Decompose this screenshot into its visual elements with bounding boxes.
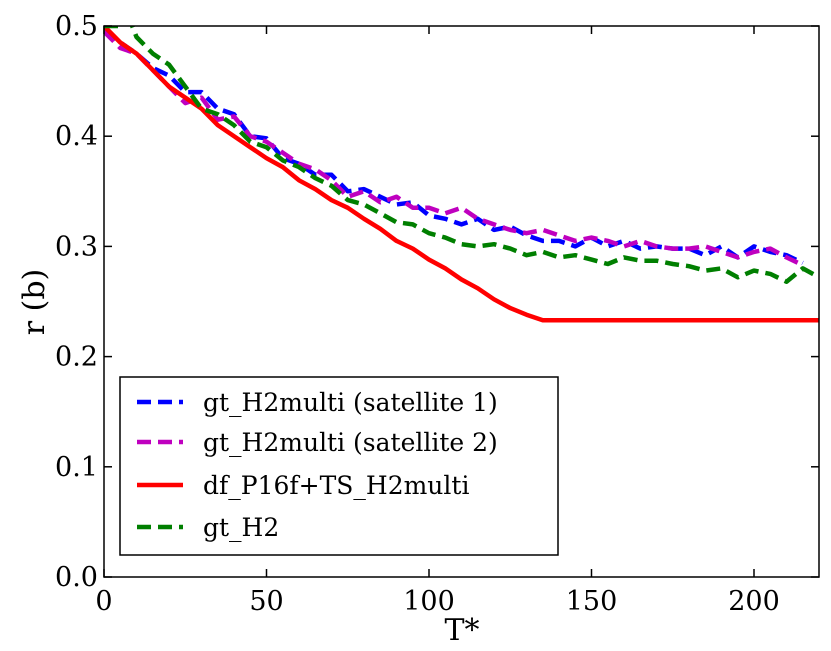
x-axis-label: T* [444,613,479,648]
y-axis-label: r (b) [17,269,52,336]
legend-label-4: gt_H2 [203,513,279,542]
x-tick-label: 150 [566,586,618,617]
y-tick-label: 0.3 [55,231,98,262]
series-line-3 [104,26,819,323]
y-tick-label: 0.1 [55,452,98,483]
plot-frame [103,25,820,578]
legend-label-2: gt_H2multi (satellite 2) [203,428,498,457]
legend-label-1: gt_H2multi (satellite 1) [203,388,498,417]
legend: gt_H2multi (satellite 1) gt_H2multi (sate… [119,376,559,556]
series-layer [104,26,819,323]
x-tick-label: 100 [403,586,455,617]
legend-label-3: df_P16f+TS_H2multi [203,471,469,500]
x-tick-label: 0 [95,586,112,617]
x-tick-label: 50 [249,586,283,617]
y-tick-label: 0.0 [55,562,98,593]
tick-layer: 0 50 100 150 200 0.0 0.1 0.2 0.3 0.4 0.5 [55,11,819,617]
y-tick-label: 0.2 [55,342,98,373]
series-line-4 [104,26,819,284]
series-line-2 [104,29,804,268]
series-line-1 [104,29,804,265]
legend-box [119,376,559,556]
y-tick-label: 0.4 [55,121,98,152]
y-tick-label: 0.5 [55,11,98,42]
x-tick-label: 200 [728,586,780,617]
